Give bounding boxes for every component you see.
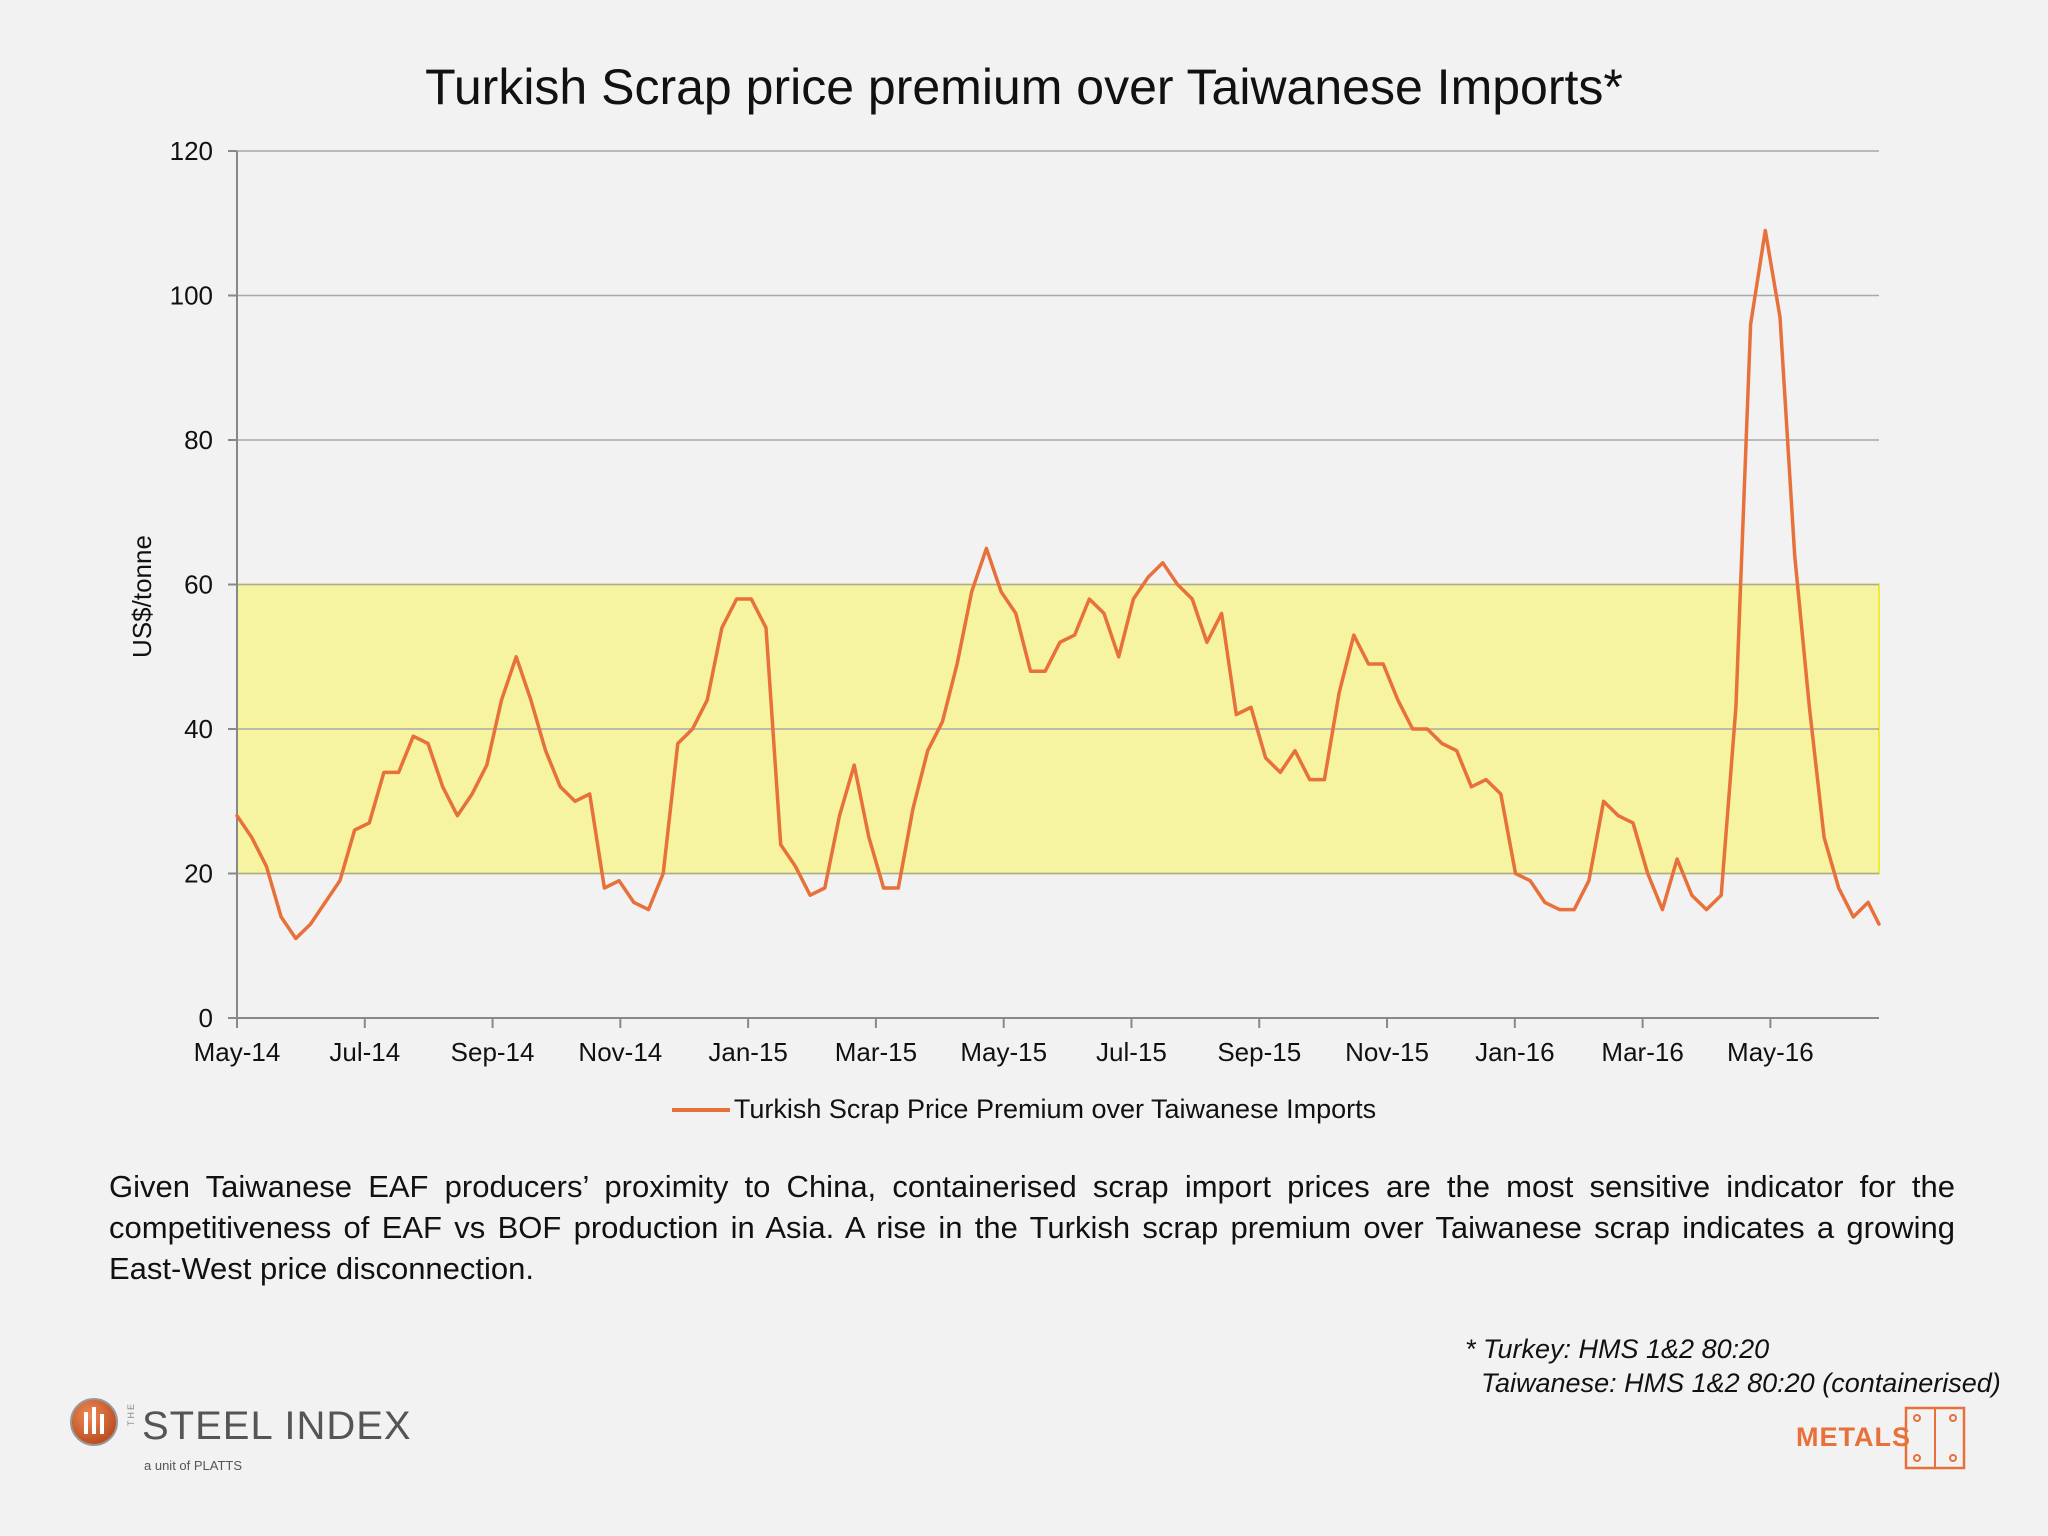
- x-tick-label: Sep-14: [451, 1037, 535, 1067]
- footnote: * Turkey: HMS 1&2 80:20 Taiwanese: HMS 1…: [1465, 1332, 2001, 1400]
- metals-word: METALS: [1796, 1422, 1911, 1452]
- chart: 0 20 40 60 80 100 120 May-14 Jul-14 Sep-14 Nov-14 J…: [127, 136, 1881, 1067]
- y-tick-label: 120: [170, 136, 213, 166]
- y-tick-label: 20: [184, 859, 213, 889]
- description-paragraph: Given Taiwanese EAF producers’ proximity…: [109, 1169, 1955, 1286]
- steel-index-logo: THE STEEL INDEX a unit of PLATTS: [68, 1396, 411, 1473]
- legend-label: Turkish Scrap Price Premium over Taiwane…: [733, 1094, 1377, 1124]
- x-tick-label: May-15: [960, 1037, 1047, 1067]
- x-tick-label: Nov-15: [1345, 1037, 1429, 1067]
- chart-title: Turkish Scrap price premium over Taiwane…: [425, 59, 1623, 115]
- legend: Turkish Scrap Price Premium over Taiwane…: [0, 1094, 2048, 1125]
- x-tick-label: Jul-15: [1096, 1037, 1167, 1067]
- y-tick-label: 100: [170, 281, 213, 311]
- footnote-turkey: * Turkey: HMS 1&2 80:20: [1465, 1334, 1770, 1364]
- steel-index-emblem-icon: [70, 1398, 118, 1446]
- x-tick-label: May-16: [1727, 1037, 1814, 1067]
- logo-unit: a unit of PLATTS: [144, 1458, 243, 1473]
- x-tick-label: Jan-15: [708, 1037, 788, 1067]
- logo-brand: STEEL INDEX: [142, 1404, 412, 1448]
- y-axis-label: US$/tonne: [127, 535, 157, 658]
- x-tick-label: Mar-16: [1601, 1037, 1683, 1067]
- x-tick-label: Mar-15: [835, 1037, 917, 1067]
- x-tick-label: Jul-14: [329, 1037, 400, 1067]
- x-tick-label: Nov-14: [578, 1037, 662, 1067]
- footnote-taiwanese: Taiwanese: HMS 1&2 80:20 (containerised): [1481, 1368, 2001, 1398]
- x-tick-label: Sep-15: [1217, 1037, 1301, 1067]
- x-tick-label: Jan-16: [1475, 1037, 1555, 1067]
- y-tick-label: 80: [184, 425, 213, 455]
- y-tick-label: 60: [184, 570, 213, 600]
- x-tick-label: May-14: [194, 1037, 281, 1067]
- series-line: [235, 228, 1881, 941]
- y-tick-label: 0: [199, 1003, 213, 1033]
- y-tick-label: 40: [184, 714, 213, 744]
- metals-emblem-icon: [1904, 1406, 1966, 1470]
- legend-swatch: [671, 1107, 730, 1112]
- logo-the: THE: [126, 1402, 136, 1426]
